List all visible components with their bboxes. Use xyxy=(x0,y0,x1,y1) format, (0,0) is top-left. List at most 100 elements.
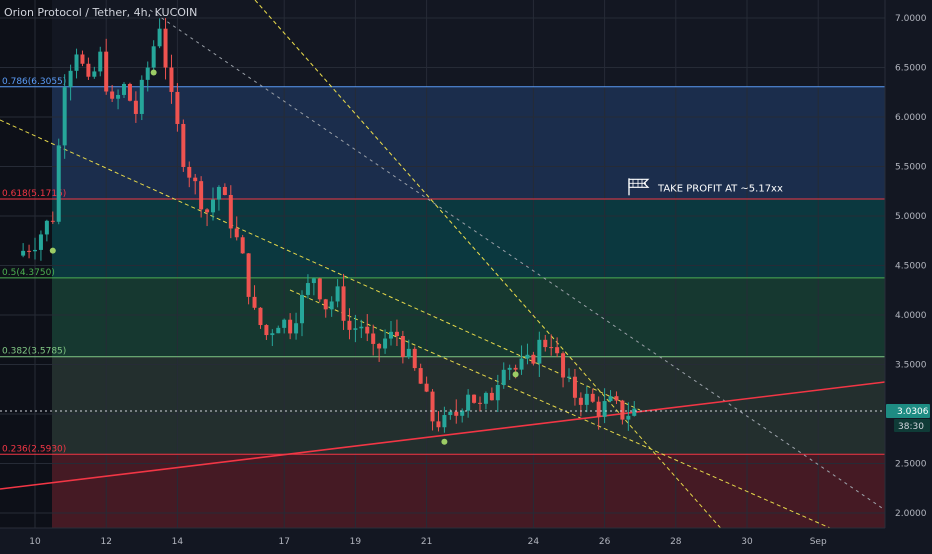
candle-body xyxy=(175,91,180,124)
candle-body xyxy=(127,83,132,101)
candle-body xyxy=(495,384,500,401)
candle-body xyxy=(282,319,287,328)
countdown-value: 38:30 xyxy=(898,422,924,432)
candle-body xyxy=(614,396,619,401)
candle-body xyxy=(489,392,494,401)
last-price-value: 3.0306 xyxy=(897,407,929,417)
candle-body xyxy=(92,71,97,77)
price-tick-9: 2.5000 xyxy=(895,460,927,470)
time-tick-1: 12 xyxy=(100,537,111,547)
candle-body xyxy=(211,199,215,213)
candle-body xyxy=(590,393,595,402)
flag-checks xyxy=(629,179,646,188)
time-tick-10: Sep xyxy=(810,537,827,547)
candle-body xyxy=(33,249,37,252)
trendline-2 xyxy=(289,289,831,529)
candle-body xyxy=(234,228,239,238)
price-tick-10: 2.0000 xyxy=(895,509,927,519)
candle-body xyxy=(365,326,370,334)
candle-body xyxy=(531,354,536,364)
candle-body xyxy=(412,348,417,369)
candle-body xyxy=(513,367,518,370)
candle-body xyxy=(632,408,637,416)
last-price-badge xyxy=(886,403,930,418)
left-dark-zone xyxy=(0,0,52,528)
candle-body xyxy=(567,376,571,378)
take-profit-label: TAKE PROFIT AT ~5.17xx xyxy=(657,183,783,194)
candle-body xyxy=(193,177,198,182)
candle-body xyxy=(240,237,245,254)
price-tick-7: 3.5000 xyxy=(895,361,927,371)
candle-body xyxy=(56,145,61,222)
candle-body xyxy=(377,343,382,349)
candle-body xyxy=(478,402,482,404)
candle-body xyxy=(371,333,376,344)
candle-body xyxy=(157,28,162,47)
candle-body xyxy=(62,87,67,146)
trendline-0 xyxy=(0,119,641,411)
candle-body xyxy=(602,401,607,417)
candle-body xyxy=(110,91,115,99)
price-tick-6: 4.0000 xyxy=(895,311,927,321)
price-tick-5: 4.5000 xyxy=(895,262,927,272)
candle-body xyxy=(501,369,506,385)
fib-label-3: 0.382(3.5785) xyxy=(2,347,66,357)
candle-body xyxy=(572,376,577,398)
candle-body xyxy=(549,347,554,349)
price-tick-2: 6.0000 xyxy=(895,113,927,123)
candle-body xyxy=(264,325,269,336)
candle-body xyxy=(300,294,304,324)
candle-body xyxy=(258,307,263,326)
candle-body xyxy=(353,328,358,330)
candle-body xyxy=(347,320,352,330)
candle-body xyxy=(341,286,346,321)
candle-body xyxy=(400,336,405,357)
candle-body xyxy=(199,181,204,210)
candle-body xyxy=(389,331,393,339)
candle-body xyxy=(276,327,281,334)
signal-dot-2 xyxy=(441,438,448,445)
candle-body xyxy=(483,392,488,404)
candle-body xyxy=(584,393,589,405)
signal-dot-0 xyxy=(49,247,56,254)
candle-body xyxy=(448,411,453,416)
candle-body xyxy=(507,367,512,370)
candle-body xyxy=(228,194,233,229)
candle-body xyxy=(246,253,251,297)
candle-body xyxy=(86,63,91,77)
flag-cloth xyxy=(628,178,650,188)
candle-body xyxy=(169,67,174,92)
fib-label-1: 0.618(5.1715) xyxy=(2,189,66,199)
candle-body xyxy=(133,100,138,114)
time-tick-2: 14 xyxy=(172,537,184,547)
time-tick-7: 26 xyxy=(599,537,611,547)
time-tick-5: 21 xyxy=(421,537,432,547)
candle-body xyxy=(424,383,429,392)
candle-body xyxy=(288,319,293,334)
candle-body xyxy=(74,54,79,71)
price-tick-0: 7.0000 xyxy=(895,14,927,24)
candle-body xyxy=(626,415,631,420)
candle-body xyxy=(68,70,73,88)
candle-body xyxy=(359,326,364,329)
candle-body xyxy=(596,401,601,417)
candle-body xyxy=(436,421,441,428)
candle-body xyxy=(418,368,423,384)
flag-icon xyxy=(628,178,650,196)
candle-body xyxy=(145,67,150,80)
candle-body xyxy=(335,286,340,302)
candle-body xyxy=(252,296,257,308)
candles xyxy=(21,18,637,433)
candle-body xyxy=(519,358,524,370)
candle-body xyxy=(543,339,548,348)
time-tick-8: 28 xyxy=(670,537,682,547)
candle-body xyxy=(216,186,221,200)
candle-body xyxy=(116,94,121,99)
trendline-3 xyxy=(149,9,886,511)
candle-body xyxy=(270,333,275,336)
price-tick-1: 6.5000 xyxy=(895,64,927,74)
time-tick-4: 19 xyxy=(350,537,362,547)
